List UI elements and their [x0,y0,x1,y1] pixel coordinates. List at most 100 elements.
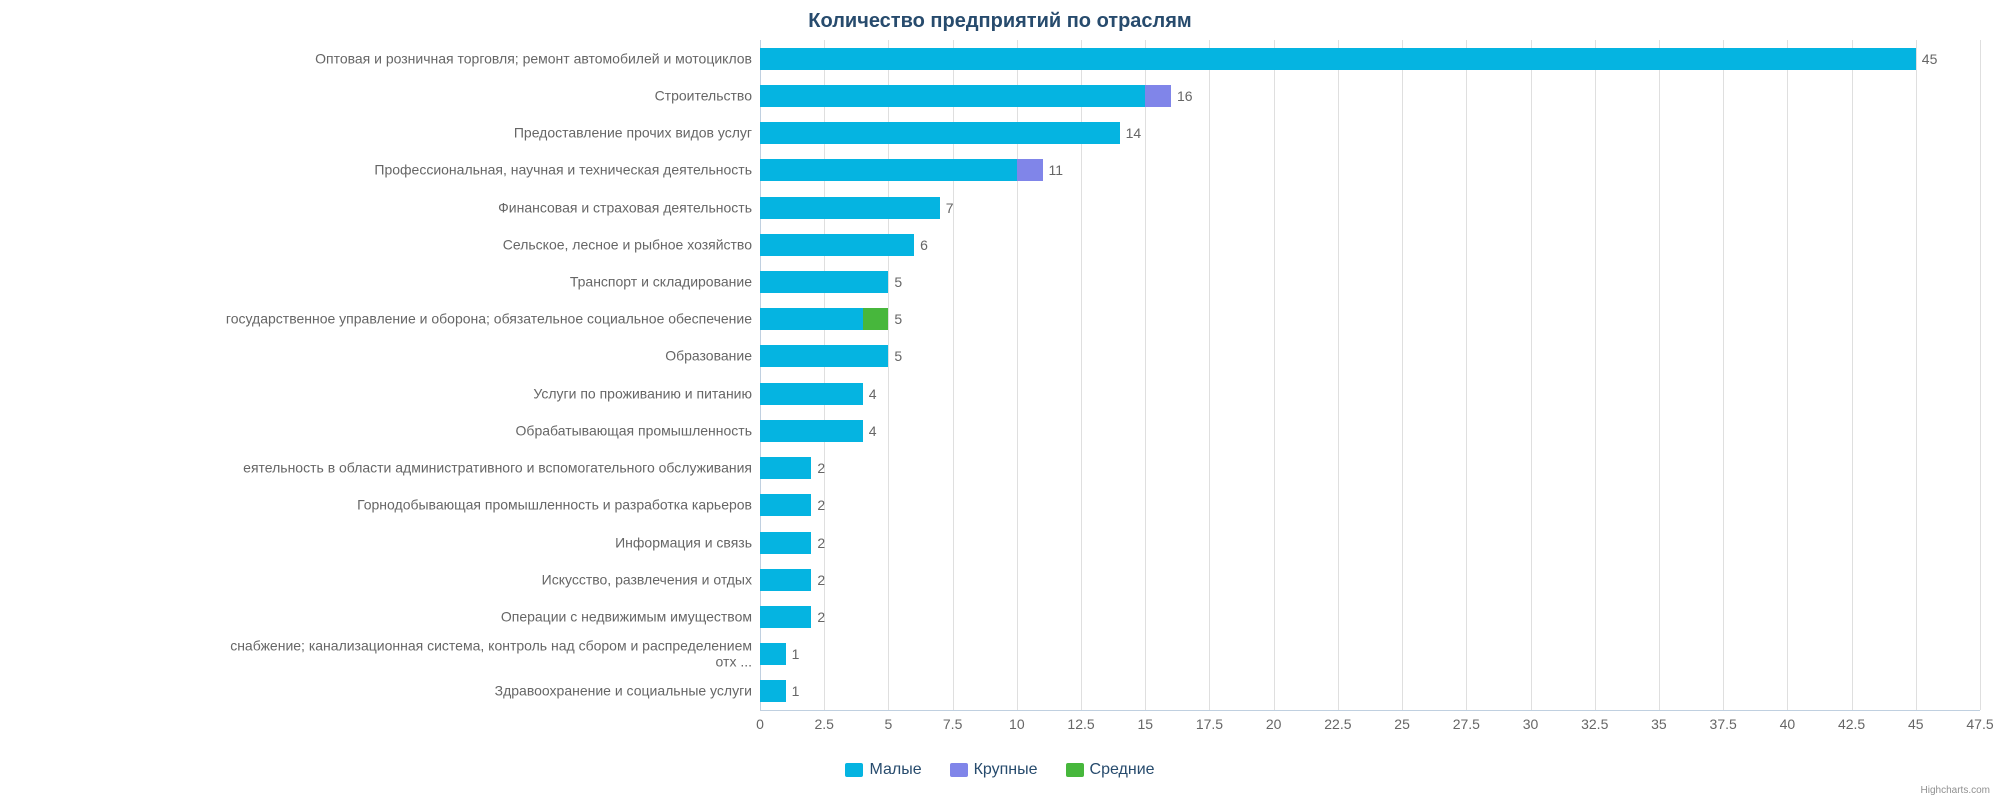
legend-swatch [1066,763,1084,777]
y-tick-label: Предоставление прочих видов услуг [514,125,752,140]
legend-label: Малые [869,761,921,779]
x-tick-label: 25 [1394,716,1410,732]
bar-total-label: 2 [817,535,825,551]
x-tick-label: 7.5 [943,716,962,732]
x-tick-label: 2.5 [814,716,833,732]
bar-total-label: 4 [869,423,877,439]
x-tick-label: 20 [1266,716,1282,732]
x-axis-line [760,710,1980,711]
x-gridline [1274,40,1275,710]
x-gridline [1209,40,1210,710]
bar-segment[interactable] [760,234,914,256]
bar-segment[interactable] [760,643,786,665]
y-tick-label: Здравоохранение и социальные услуги [495,684,752,699]
bar-total-label: 2 [817,497,825,513]
bar-segment[interactable] [760,569,811,591]
legend-swatch [950,763,968,777]
bar-segment[interactable] [760,680,786,702]
y-tick-label: Услуги по проживанию и питанию [533,386,752,401]
y-tick-label: Искусство, развлечения и отдых [542,572,752,587]
x-gridline [1659,40,1660,710]
x-tick-label: 42.5 [1838,716,1865,732]
x-gridline [1852,40,1853,710]
x-tick-label: 27.5 [1453,716,1480,732]
bar-segment[interactable] [863,308,889,330]
bar-segment[interactable] [760,345,888,367]
x-tick-label: 5 [885,716,893,732]
y-tick-label: Обрабатывающая промышленность [516,423,752,438]
bar-segment[interactable] [760,494,811,516]
x-tick-label: 22.5 [1324,716,1351,732]
chart-title: Количество предприятий по отраслям [0,10,2000,33]
credits-link[interactable]: Highcharts.com [1921,785,1990,796]
legend-item[interactable]: Крупные [950,761,1038,779]
x-gridline [1145,40,1146,710]
legend: Малые Крупные Средние [0,761,2000,782]
plot-area: 02.557.51012.51517.52022.52527.53032.535… [760,40,1980,710]
x-tick-label: 45 [1908,716,1924,732]
x-tick-label: 40 [1780,716,1796,732]
legend-item[interactable]: Малые [845,761,921,779]
y-tick-label: Сельское, лесное и рыбное хозяйство [503,237,752,252]
bar-segment[interactable] [1145,85,1171,107]
x-tick-label: 0 [756,716,764,732]
legend-label: Крупные [974,761,1038,779]
bar-segment[interactable] [760,606,811,628]
x-tick-label: 15 [1137,716,1153,732]
x-tick-label: 35 [1651,716,1667,732]
y-tick-label: Транспорт и складирование [570,274,752,289]
bar-total-label: 5 [894,274,902,290]
y-tick-label: снабжение; канализационная система, конт… [230,639,752,670]
x-tick-label: 47.5 [1966,716,1993,732]
x-tick-label: 17.5 [1196,716,1223,732]
y-tick-label: Операции с недвижимым имуществом [501,609,752,624]
bar-segment[interactable] [760,197,940,219]
bar-segment[interactable] [760,308,863,330]
bar-total-label: 5 [894,311,902,327]
y-tick-label: Оптовая и розничная торговля; ремонт авт… [315,51,752,66]
y-tick-label: Информация и связь [615,535,752,550]
y-tick-label: государственное управление и оборона; об… [226,311,752,326]
legend-item[interactable]: Средние [1066,761,1155,779]
bar-total-label: 2 [817,460,825,476]
bar-segment[interactable] [760,85,1145,107]
bar-total-label: 16 [1177,88,1193,104]
x-gridline [1595,40,1596,710]
bar-total-label: 6 [920,237,928,253]
bar-total-label: 2 [817,609,825,625]
x-tick-label: 32.5 [1581,716,1608,732]
x-gridline [1531,40,1532,710]
y-tick-label: Образование [665,349,752,364]
x-gridline [1466,40,1467,710]
x-gridline [1787,40,1788,710]
bar-total-label: 11 [1049,162,1064,178]
x-gridline [1338,40,1339,710]
y-tick-label: Строительство [655,88,752,103]
legend-label: Средние [1090,761,1155,779]
x-tick-label: 10 [1009,716,1025,732]
bar-segment[interactable] [760,122,1120,144]
bar-total-label: 7 [946,200,954,216]
bar-segment[interactable] [760,457,811,479]
bar-total-label: 1 [792,646,800,662]
x-tick-label: 37.5 [1710,716,1737,732]
bar-segment[interactable] [1017,159,1043,181]
bar-total-label: 4 [869,386,877,402]
bar-segment[interactable] [760,420,863,442]
bar-segment[interactable] [760,532,811,554]
x-gridline [1980,40,1981,710]
bar-total-label: 45 [1922,51,1938,67]
bar-segment[interactable] [760,383,863,405]
bar-total-label: 5 [894,348,902,364]
y-tick-label: Финансовая и страховая деятельность [498,200,752,215]
bar-segment[interactable] [760,271,888,293]
x-tick-label: 30 [1523,716,1539,732]
bar-segment[interactable] [760,159,1017,181]
bar-total-label: 14 [1126,125,1142,141]
bar-total-label: 2 [817,572,825,588]
bar-segment[interactable] [760,48,1916,70]
x-tick-label: 12.5 [1067,716,1094,732]
legend-swatch [845,763,863,777]
y-tick-label: Профессиональная, научная и техническая … [374,163,752,178]
y-tick-label: Горнодобывающая промышленность и разрабо… [357,498,752,513]
